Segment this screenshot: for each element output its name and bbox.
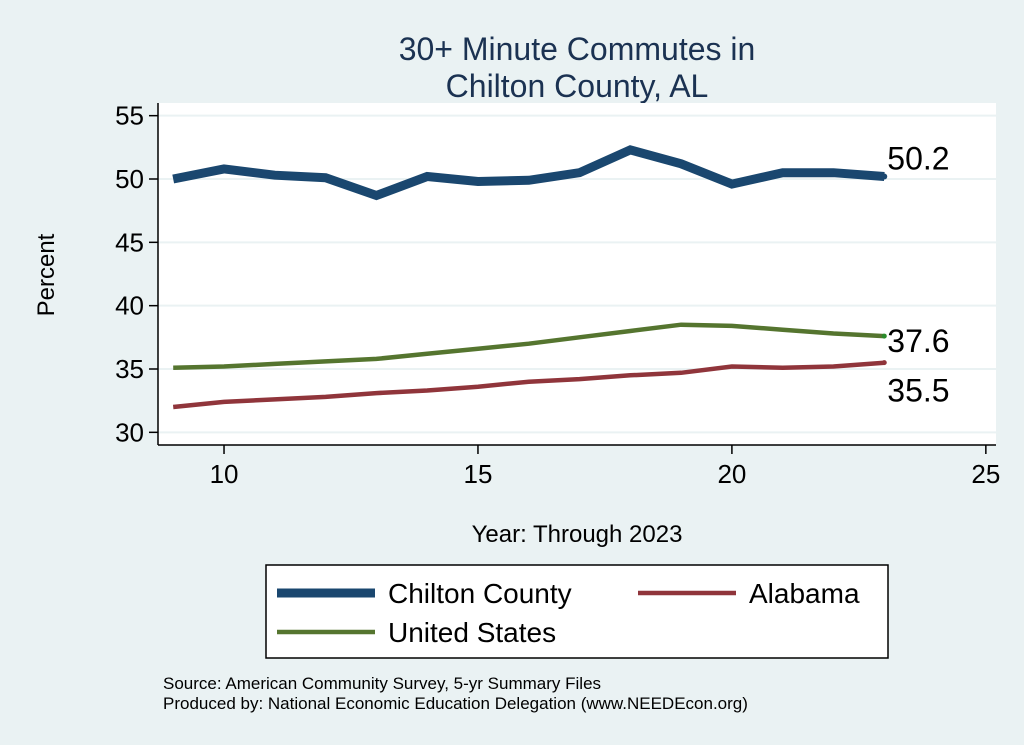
legend-label-alabama: Alabama [749,578,860,609]
end-point-united-states [881,333,887,339]
axes: 30 35 40 45 50 55 10 15 20 25 [115,101,1000,489]
x-axis-title: Year: Through 2023 [472,521,683,548]
legend-label-united-states: United States [388,617,556,648]
end-label-chilton-county: 50.2 [887,140,949,176]
end-label-alabama: 35.5 [887,373,949,409]
x-tick-label: 15 [464,459,493,489]
x-tick-label: 20 [717,459,746,489]
chart-title-line-2: Chilton County, AL [446,68,709,104]
x-tick-label: 10 [210,459,239,489]
y-tick-label: 40 [115,291,144,321]
series-line-alabama [172,360,885,410]
y-tick-label: 30 [115,417,144,447]
end-label-united-states: 37.6 [887,323,949,359]
series-line-chilton-county [172,145,885,201]
legend: Chilton County Alabama United States [265,564,889,659]
plot-area [158,103,996,445]
y-tick-label: 35 [115,354,144,384]
y-axis-title: Percent [33,233,60,316]
end-labels: 37.6 35.5 50.2 [881,140,950,409]
y-tick-label: 55 [115,101,144,131]
legend-label-chilton-county: Chilton County [388,578,572,609]
y-tick-label: 50 [115,164,144,194]
legend-box [265,564,889,659]
y-tick-label: 45 [115,227,144,257]
x-tick-label: 25 [971,459,1000,489]
chart-title-line-1: 30+ Minute Commutes in [399,31,756,67]
series-lines [172,145,885,410]
producer-note: Produced by: National Economic Education… [163,694,748,713]
series-line-united-states [173,322,885,370]
end-point-alabama [881,360,887,366]
source-note: Source: American Community Survey, 5-yr … [163,674,601,693]
end-point-chilton-county [881,173,888,180]
